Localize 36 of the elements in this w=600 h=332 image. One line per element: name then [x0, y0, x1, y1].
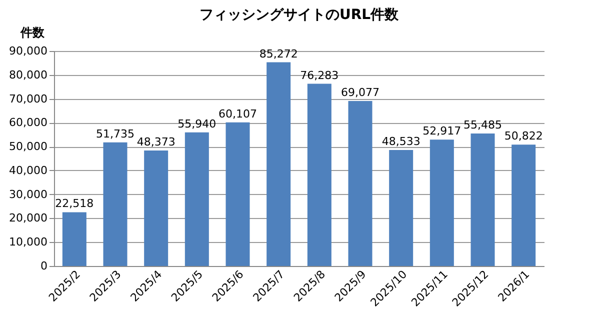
data-label: 48,373: [136, 135, 176, 148]
bar: [512, 144, 536, 266]
data-label: 52,917: [422, 124, 462, 138]
y-tick-label: 90,000: [9, 44, 48, 58]
y-tick-label: 20,000: [9, 212, 48, 225]
y-tick-label: 10,000: [9, 236, 48, 249]
bar: [103, 142, 128, 266]
data-label: 76,283: [300, 68, 339, 82]
bar: [184, 132, 209, 266]
bar: [389, 150, 414, 266]
bar: [144, 150, 168, 266]
data-label: 51,735: [96, 127, 134, 140]
data-label: 55,485: [464, 118, 502, 132]
bar: [470, 133, 495, 266]
data-label: 60,107: [218, 107, 257, 120]
data-label: 85,272: [259, 47, 298, 60]
bar: [226, 122, 250, 266]
y-tick-label: 60,000: [9, 116, 48, 130]
y-tick-label: 0: [40, 260, 48, 272]
bar: [430, 140, 454, 266]
bar: [62, 212, 86, 266]
y-tick-label: 80,000: [9, 68, 48, 82]
data-label: 22,518: [55, 197, 94, 210]
chart-title: フィッシングサイトのURL件数: [199, 7, 400, 23]
y-tick-label: 50,000: [9, 140, 48, 154]
bar: [266, 62, 291, 266]
y-tick-label: 30,000: [9, 188, 48, 201]
y-tick-label: 70,000: [9, 92, 48, 106]
bar: [348, 100, 372, 266]
data-label: 55,940: [178, 117, 216, 130]
data-label: 48,533: [382, 135, 420, 148]
data-label: 50,822: [504, 130, 543, 143]
bar: [307, 84, 332, 266]
data-label: 69,077: [341, 86, 380, 99]
y-axis-title: 件数: [20, 26, 46, 40]
y-tick-label: 40,000: [9, 164, 48, 177]
